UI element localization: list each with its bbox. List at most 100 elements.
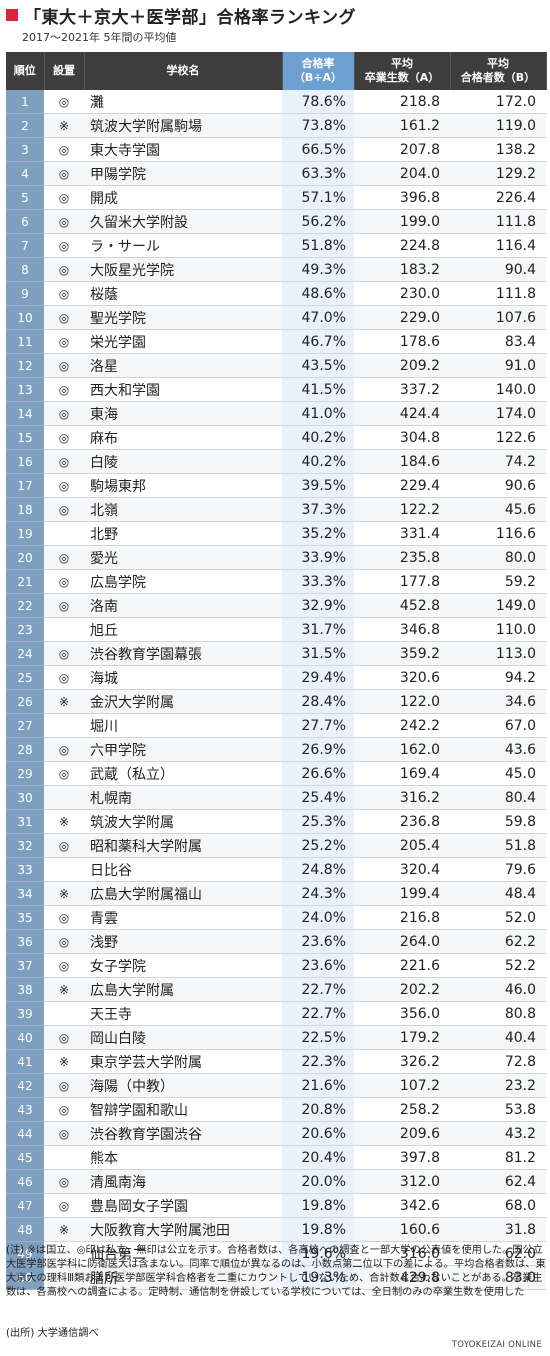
pass-rate-cell: 40.2% [282, 425, 354, 450]
passes-cell: 138.2 [450, 137, 546, 162]
passes-cell: 43.2 [450, 1121, 546, 1146]
table-row: 40 ◎ 岡山白陵 22.5% 179.2 40.4 [6, 1025, 546, 1050]
passes-cell: 40.4 [450, 1025, 546, 1050]
passes-cell: 67.0 [450, 713, 546, 738]
graduates-cell: 316.0 [354, 1241, 450, 1266]
passes-cell: 129.2 [450, 161, 546, 186]
kind-cell: ◎ [44, 353, 84, 378]
table-row: 12 ◎ 洛星 43.5% 209.2 91.0 [6, 353, 546, 378]
pass-rate-cell: 22.5% [282, 1025, 354, 1050]
rank-cell: 26 [6, 689, 44, 714]
header-graduates-line2: 卒業生数（A） [364, 71, 440, 84]
kind-cell: ◎ [44, 665, 84, 690]
rank-cell: 39 [6, 1001, 44, 1026]
school-name-cell: 開成 [84, 185, 282, 210]
header-kind: 設置 [44, 52, 85, 90]
passes-cell: 59.2 [450, 569, 546, 594]
pass-rate-cell: 22.3% [282, 1049, 354, 1074]
pass-rate-cell: 31.5% [282, 641, 354, 666]
graduates-cell: 218.8 [354, 90, 450, 114]
passes-cell: 90.4 [450, 257, 546, 282]
pass-rate-cell: 49.3% [282, 257, 354, 282]
pass-rate-cell: 21.6% [282, 1073, 354, 1098]
rank-cell: 21 [6, 569, 44, 594]
pass-rate-cell: 32.9% [282, 593, 354, 618]
kind-cell: ◎ [44, 425, 84, 450]
table-row: 48 ※ 大阪教育大学附属池田 19.8% 160.6 31.8 [6, 1217, 546, 1242]
graduates-cell: 397.8 [354, 1145, 450, 1170]
kind-cell: ◎ [44, 593, 84, 618]
kind-cell: ◎ [44, 929, 84, 954]
table-row: 24 ◎ 渋谷教育学園幕張 31.5% 359.2 113.0 [6, 641, 546, 666]
school-name-cell: 女子学院 [84, 953, 282, 978]
table-row: 23 旭丘 31.7% 346.8 110.0 [6, 617, 546, 642]
graduates-cell: 312.0 [354, 1169, 450, 1194]
rank-cell: 40 [6, 1025, 44, 1050]
school-name-cell: 札幌南 [84, 785, 282, 810]
rank-cell: 27 [6, 713, 44, 738]
header-rate-line2: （B÷A） [293, 71, 343, 84]
ranking-table: 順位 設置 学校名 合格率 （B÷A） 平均 卒業生数（A） 平均 合格者数（B） 1… [6, 52, 547, 1290]
passes-cell: 83.0 [450, 1265, 546, 1290]
pass-rate-cell: 33.9% [282, 545, 354, 570]
rank-cell: 3 [6, 137, 44, 162]
header-rate: 合格率 （B÷A） [282, 52, 355, 90]
passes-cell: 81.2 [450, 1145, 546, 1170]
school-name-cell: 智辯学園和歌山 [84, 1097, 282, 1122]
passes-cell: 172.0 [450, 90, 546, 114]
school-name-cell: 金沢大学附属 [84, 689, 282, 714]
graduates-cell: 199.0 [354, 209, 450, 234]
passes-cell: 122.6 [450, 425, 546, 450]
kind-cell: ◎ [44, 305, 84, 330]
table-row: 18 ◎ 北嶺 37.3% 122.2 45.6 [6, 497, 546, 522]
school-name-cell: 東海 [84, 401, 282, 426]
pass-rate-cell: 29.4% [282, 665, 354, 690]
graduates-cell: 229.0 [354, 305, 450, 330]
school-name-cell: 東大寺学園 [84, 137, 282, 162]
rank-cell: 25 [6, 665, 44, 690]
passes-cell: 48.4 [450, 881, 546, 906]
rank-cell: 13 [6, 377, 44, 402]
graduates-cell: 342.6 [354, 1193, 450, 1218]
kind-cell: ◎ [44, 449, 84, 474]
rank-cell: 41 [6, 1049, 44, 1074]
pass-rate-cell: 78.6% [282, 90, 354, 114]
rank-cell: 7 [6, 233, 44, 258]
kind-cell: ※ [44, 113, 84, 138]
passes-cell: 72.8 [450, 1049, 546, 1074]
rank-cell: 22 [6, 593, 44, 618]
school-name-cell: 膳所 [84, 1265, 282, 1290]
passes-cell: 52.0 [450, 905, 546, 930]
pass-rate-cell: 26.9% [282, 737, 354, 762]
passes-cell: 90.6 [450, 473, 546, 498]
graduates-cell: 221.6 [354, 953, 450, 978]
kind-cell: ◎ [44, 401, 84, 426]
table-row: 34 ※ 広島大学附属福山 24.3% 199.4 48.4 [6, 881, 546, 906]
school-name-cell: 岡山白陵 [84, 1025, 282, 1050]
school-name-cell: 堀川 [84, 713, 282, 738]
graduates-cell: 209.6 [354, 1121, 450, 1146]
rank-cell: 10 [6, 305, 44, 330]
graduates-cell: 184.6 [354, 449, 450, 474]
graduates-cell: 202.2 [354, 977, 450, 1002]
graduates-cell: 216.8 [354, 905, 450, 930]
table-row: 41 ※ 東京学芸大学附属 22.3% 326.2 72.8 [6, 1049, 546, 1074]
pass-rate-cell: 24.0% [282, 905, 354, 930]
rank-cell: 23 [6, 617, 44, 642]
kind-cell: ◎ [44, 137, 84, 162]
school-name-cell: 清風南海 [84, 1169, 282, 1194]
graduates-cell: 205.4 [354, 833, 450, 858]
kind-cell [44, 1001, 84, 1026]
table-row: 17 ◎ 駒場東邦 39.5% 229.4 90.6 [6, 473, 546, 498]
school-name-cell: 栄光学園 [84, 329, 282, 354]
pass-rate-cell: 20.4% [282, 1145, 354, 1170]
school-name-cell: 大阪教育大学附属池田 [84, 1217, 282, 1242]
kind-cell: ※ [44, 881, 84, 906]
pass-rate-cell: 56.2% [282, 209, 354, 234]
graduates-cell: 356.0 [354, 1001, 450, 1026]
kind-cell: ◎ [44, 1193, 84, 1218]
kind-cell: ※ [44, 1049, 84, 1074]
passes-cell: 83.4 [450, 329, 546, 354]
pass-rate-cell: 26.6% [282, 761, 354, 786]
pass-rate-cell: 25.2% [282, 833, 354, 858]
